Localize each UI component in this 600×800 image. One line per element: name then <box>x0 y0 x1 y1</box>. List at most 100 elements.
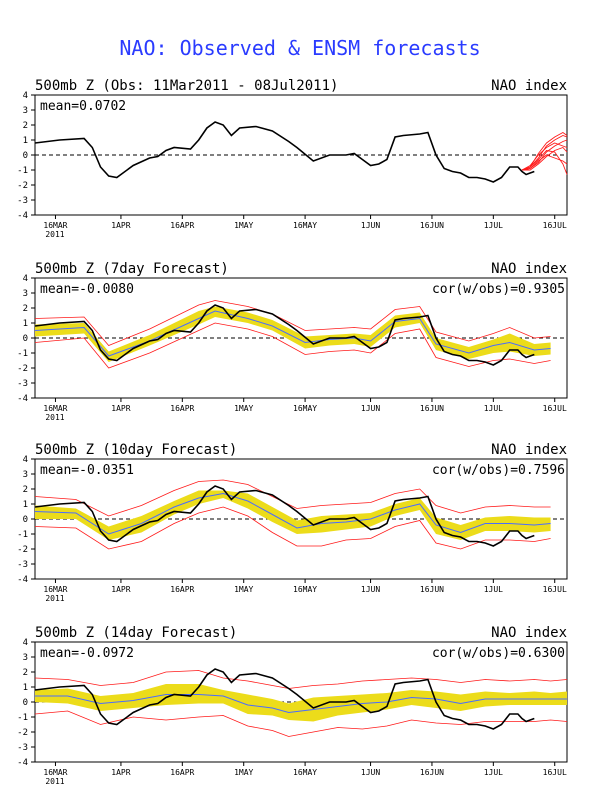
y-tick-label: -3 <box>17 379 28 389</box>
panel-title: 500mb Z (14day Forecast) <box>35 625 237 641</box>
panel-index-label: NAO index <box>491 442 567 458</box>
y-tick-label: 1 <box>23 136 28 146</box>
x-tick-label: 1JUN <box>361 585 380 594</box>
stat-mean-label: mean=0.0702 <box>40 99 126 114</box>
y-tick-label: -1 <box>17 530 28 540</box>
y-tick-label: -2 <box>17 728 28 738</box>
x-tick-label: 1MAY <box>234 768 253 777</box>
y-tick-label: 3 <box>23 653 28 663</box>
y-tick-label: -4 <box>17 211 28 221</box>
x-tick-label: 16JUL <box>543 221 567 230</box>
stat-correlation-label: cor(w/obs)=0.7596 <box>432 463 565 478</box>
x-tick-label: 16JUN <box>420 585 444 594</box>
x-tick-label: 1JUN <box>361 221 380 230</box>
y-tick-label: 4 <box>23 274 28 284</box>
x-tick-label: 1APR <box>111 221 130 230</box>
forecast-member-line <box>521 154 568 171</box>
x-tick-label: 16MAR <box>43 585 67 594</box>
y-tick-label: 1 <box>23 319 28 329</box>
ensemble-min-line <box>34 322 551 369</box>
y-tick-label: 2 <box>23 304 28 314</box>
y-tick-label: -2 <box>17 181 28 191</box>
y-tick-label: -3 <box>17 196 28 206</box>
x-tick-label: 16APR <box>170 221 194 230</box>
y-tick-label: 3 <box>23 470 28 480</box>
x-tick-label: 1JUL <box>484 768 503 777</box>
x-tick-label: 16JUN <box>420 768 444 777</box>
panel-title: 500mb Z (7day Forecast) <box>35 261 229 277</box>
y-tick-label: 0 <box>23 515 28 525</box>
y-tick-label: 0 <box>23 334 28 344</box>
forecast-member-line <box>521 131 568 171</box>
panel-index-label: NAO index <box>491 261 567 277</box>
stat-mean-label: mean=-0.0351 <box>40 463 134 478</box>
y-tick-label: 4 <box>23 638 28 648</box>
y-tick-label: -1 <box>17 166 28 176</box>
x-tick-label: 16MAY <box>293 768 317 777</box>
x-tick-label: 16APR <box>170 768 194 777</box>
y-tick-label: -1 <box>17 349 28 359</box>
panel-index-label: NAO index <box>491 625 567 641</box>
x-tick-label: 1JUN <box>361 404 380 413</box>
y-tick-label: -3 <box>17 743 28 753</box>
x-tick-label: 1JUL <box>484 221 503 230</box>
ensemble-spread-band <box>35 684 567 722</box>
main-title: NAO: Observed & ENSM forecasts <box>119 36 481 60</box>
observed-nao-line <box>34 668 535 730</box>
x-tick-label: 1MAY <box>234 404 253 413</box>
y-tick-label: 0 <box>23 151 28 161</box>
y-tick-label: -4 <box>17 575 28 585</box>
x-tick-label-year: 2011 <box>45 777 64 786</box>
y-tick-label: -2 <box>17 364 28 374</box>
stat-correlation-label: cor(w/obs)=0.9305 <box>432 282 565 297</box>
stat-mean-label: mean=-0.0080 <box>40 282 134 297</box>
y-tick-label: 1 <box>23 683 28 693</box>
x-tick-label: 1APR <box>111 768 130 777</box>
y-tick-label: -2 <box>17 545 28 555</box>
panel-index-label: NAO index <box>491 78 567 94</box>
observed-nao-line <box>34 121 535 183</box>
x-tick-label: 16MAY <box>293 404 317 413</box>
ensemble-max-line <box>34 300 551 346</box>
y-tick-label: 3 <box>23 289 28 299</box>
x-tick-label-year: 2011 <box>45 594 64 603</box>
y-tick-label: 3 <box>23 106 28 116</box>
x-tick-label-year: 2011 <box>45 413 64 422</box>
stat-mean-label: mean=-0.0972 <box>40 646 134 661</box>
panel-title: 500mb Z (Obs: 11Mar2011 - 08Jul2011) <box>35 78 338 94</box>
x-tick-label: 16APR <box>170 404 194 413</box>
x-tick-label: 16MAR <box>43 221 67 230</box>
ensemble-min-line <box>34 710 568 737</box>
x-tick-label: 1JUN <box>361 768 380 777</box>
y-tick-label: 2 <box>23 668 28 678</box>
observed-nao-line <box>34 485 535 547</box>
ensemble-max-line <box>34 670 568 689</box>
x-tick-label: 16JUL <box>543 404 567 413</box>
x-tick-label-year: 2011 <box>45 230 64 239</box>
ensemble-max-line <box>34 479 551 517</box>
x-tick-label: 16MAR <box>43 404 67 413</box>
x-tick-label: 16MAY <box>293 221 317 230</box>
x-tick-label: 1MAY <box>234 221 253 230</box>
forecast-member-line <box>521 142 568 171</box>
y-tick-label: 1 <box>23 500 28 510</box>
ensemble-mean-line <box>35 694 567 714</box>
ensemble-min-line <box>34 506 551 550</box>
x-tick-label: 16JUN <box>420 221 444 230</box>
ensemble-spread-band <box>35 306 551 362</box>
x-tick-label: 16APR <box>170 585 194 594</box>
x-tick-label: 16JUN <box>420 404 444 413</box>
ensemble-spread-band <box>35 490 551 540</box>
x-tick-label: 16MAY <box>293 585 317 594</box>
x-tick-label: 16MAR <box>43 768 67 777</box>
y-tick-label: 4 <box>23 455 28 465</box>
x-tick-label: 1APR <box>111 585 130 594</box>
y-tick-label: -1 <box>17 713 28 723</box>
y-tick-label: -3 <box>17 560 28 570</box>
y-tick-label: -4 <box>17 394 28 404</box>
observed-nao-line <box>34 304 535 366</box>
x-tick-label: 1MAY <box>234 585 253 594</box>
y-tick-label: 0 <box>23 698 28 708</box>
y-tick-label: 2 <box>23 121 28 131</box>
x-tick-label: 16JUL <box>543 768 567 777</box>
